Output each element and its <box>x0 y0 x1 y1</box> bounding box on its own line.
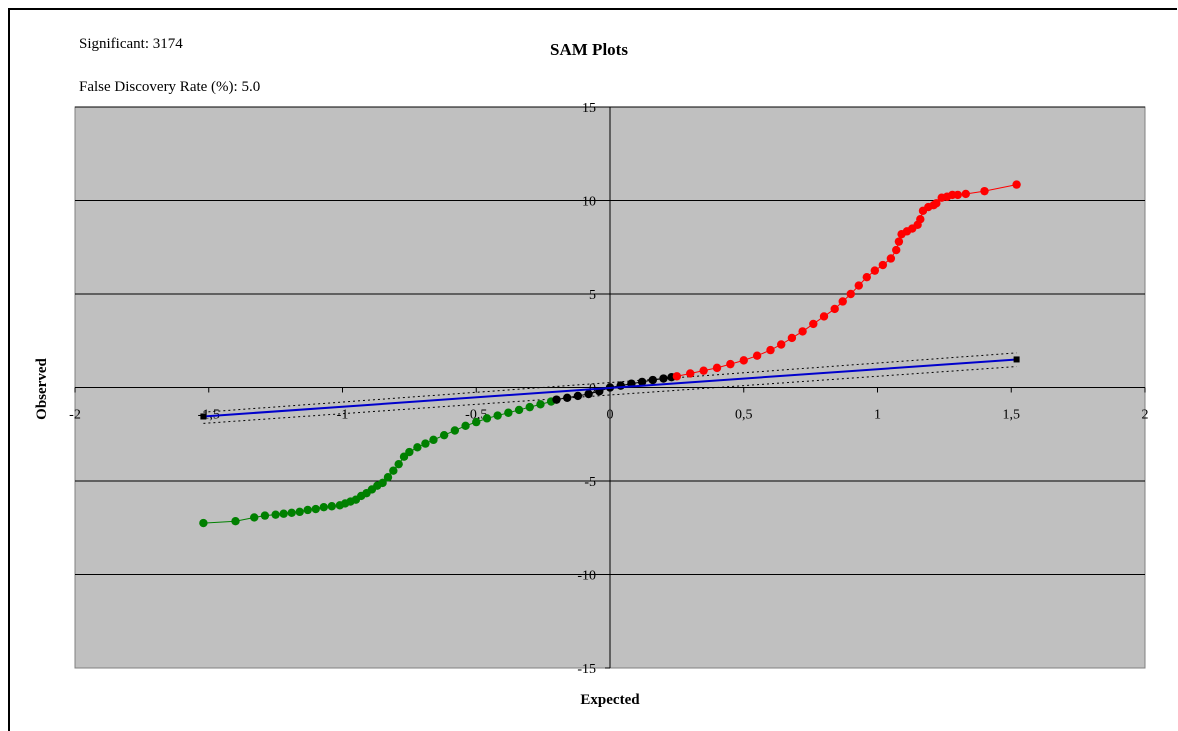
data-point <box>525 402 534 412</box>
confidence-band <box>203 352 1017 424</box>
significant-label: Significant: 3174 <box>79 36 183 52</box>
data-point <box>260 511 270 520</box>
data-point <box>726 359 735 369</box>
data-point <box>504 408 513 417</box>
data-point <box>838 297 847 306</box>
y-axis-label: Observed <box>34 358 50 420</box>
data-point <box>421 439 430 448</box>
data-point <box>862 272 871 282</box>
data-point <box>482 414 492 423</box>
x-tick-label: 1,5 <box>1003 408 1021 423</box>
x-tick-label: 0,5 <box>735 408 753 423</box>
data-point <box>563 393 572 402</box>
data-point <box>1012 180 1021 189</box>
data-point <box>439 430 449 440</box>
reference-endpoint <box>1013 356 1020 363</box>
data-point <box>798 327 807 336</box>
data-point <box>231 517 240 526</box>
x-axis-label: Expected <box>580 692 640 708</box>
reference-endpoint <box>200 413 207 420</box>
data-point <box>672 372 682 381</box>
x-tick-label: -0,5 <box>465 408 487 423</box>
data-point <box>953 190 962 200</box>
data-point <box>659 374 668 383</box>
data-series <box>672 180 1021 381</box>
x-tick-label: -1 <box>337 408 349 423</box>
band-upper-line <box>203 352 1017 413</box>
data-point <box>552 395 561 404</box>
data-point <box>311 504 320 514</box>
y-tick-label: 10 <box>582 195 596 210</box>
data-point <box>932 199 941 208</box>
chart-frame <box>8 8 1177 731</box>
fdr-label: False Discovery Rate (%): 5.0 <box>79 79 261 95</box>
data-point <box>383 473 393 482</box>
data-point <box>766 345 775 355</box>
data-point <box>752 351 762 360</box>
data-point <box>894 237 904 246</box>
data-point <box>809 319 818 329</box>
data-point <box>892 245 901 255</box>
y-tick-label: -10 <box>577 569 596 584</box>
data-point <box>536 400 545 409</box>
data-point <box>830 304 839 314</box>
data-point <box>980 186 989 196</box>
reference-line-group <box>200 356 1020 420</box>
reference-line <box>203 358 1017 418</box>
data-point <box>287 508 296 517</box>
data-point <box>699 366 708 375</box>
data-point <box>303 505 312 515</box>
y-tick-label: 5 <box>589 288 596 303</box>
chart-title: SAM Plots <box>550 40 628 59</box>
data-point <box>319 502 328 512</box>
data-point <box>854 281 863 290</box>
data-point <box>378 478 387 488</box>
data-point <box>199 518 208 528</box>
data-point <box>686 369 695 378</box>
data-point <box>514 405 524 415</box>
data-point <box>573 391 583 401</box>
data-point <box>584 389 593 399</box>
data-point <box>787 333 797 343</box>
y-tick-label: -15 <box>577 662 596 677</box>
data-point <box>819 312 829 321</box>
data-point <box>616 381 625 390</box>
data-point <box>327 502 336 511</box>
data-point <box>250 513 259 522</box>
data-point <box>295 507 304 517</box>
data-point <box>739 356 748 365</box>
x-tick-label: 1 <box>874 408 881 423</box>
data-point <box>279 509 288 518</box>
x-tick-label: 2 <box>1142 408 1149 423</box>
data-point <box>413 443 422 452</box>
band-lower-line <box>203 366 1017 424</box>
data-point <box>461 421 470 431</box>
y-tick-label: 15 <box>582 101 596 116</box>
series-group <box>199 180 1021 528</box>
data-point <box>712 363 722 373</box>
data-point <box>777 340 786 349</box>
data-point <box>429 435 438 445</box>
x-tick-label: 0 <box>607 408 614 423</box>
data-point <box>846 289 855 299</box>
data-point <box>405 447 414 457</box>
data-point <box>637 377 647 387</box>
data-point <box>870 266 880 275</box>
data-series <box>199 397 556 528</box>
data-point <box>389 466 398 475</box>
data-point <box>961 189 970 199</box>
data-point <box>886 254 896 263</box>
data-point <box>271 510 280 519</box>
x-tick-label: -2 <box>69 408 81 423</box>
data-point <box>450 426 460 435</box>
data-point <box>916 215 925 224</box>
data-point <box>394 459 403 469</box>
data-point <box>472 417 481 427</box>
y-tick-label: -5 <box>584 475 596 490</box>
tick-labels: 151050-5-10-15-2-1,5-1-0,500,511,52 <box>69 101 1148 677</box>
data-point <box>878 260 888 270</box>
data-point <box>648 375 657 385</box>
data-point <box>493 411 502 420</box>
